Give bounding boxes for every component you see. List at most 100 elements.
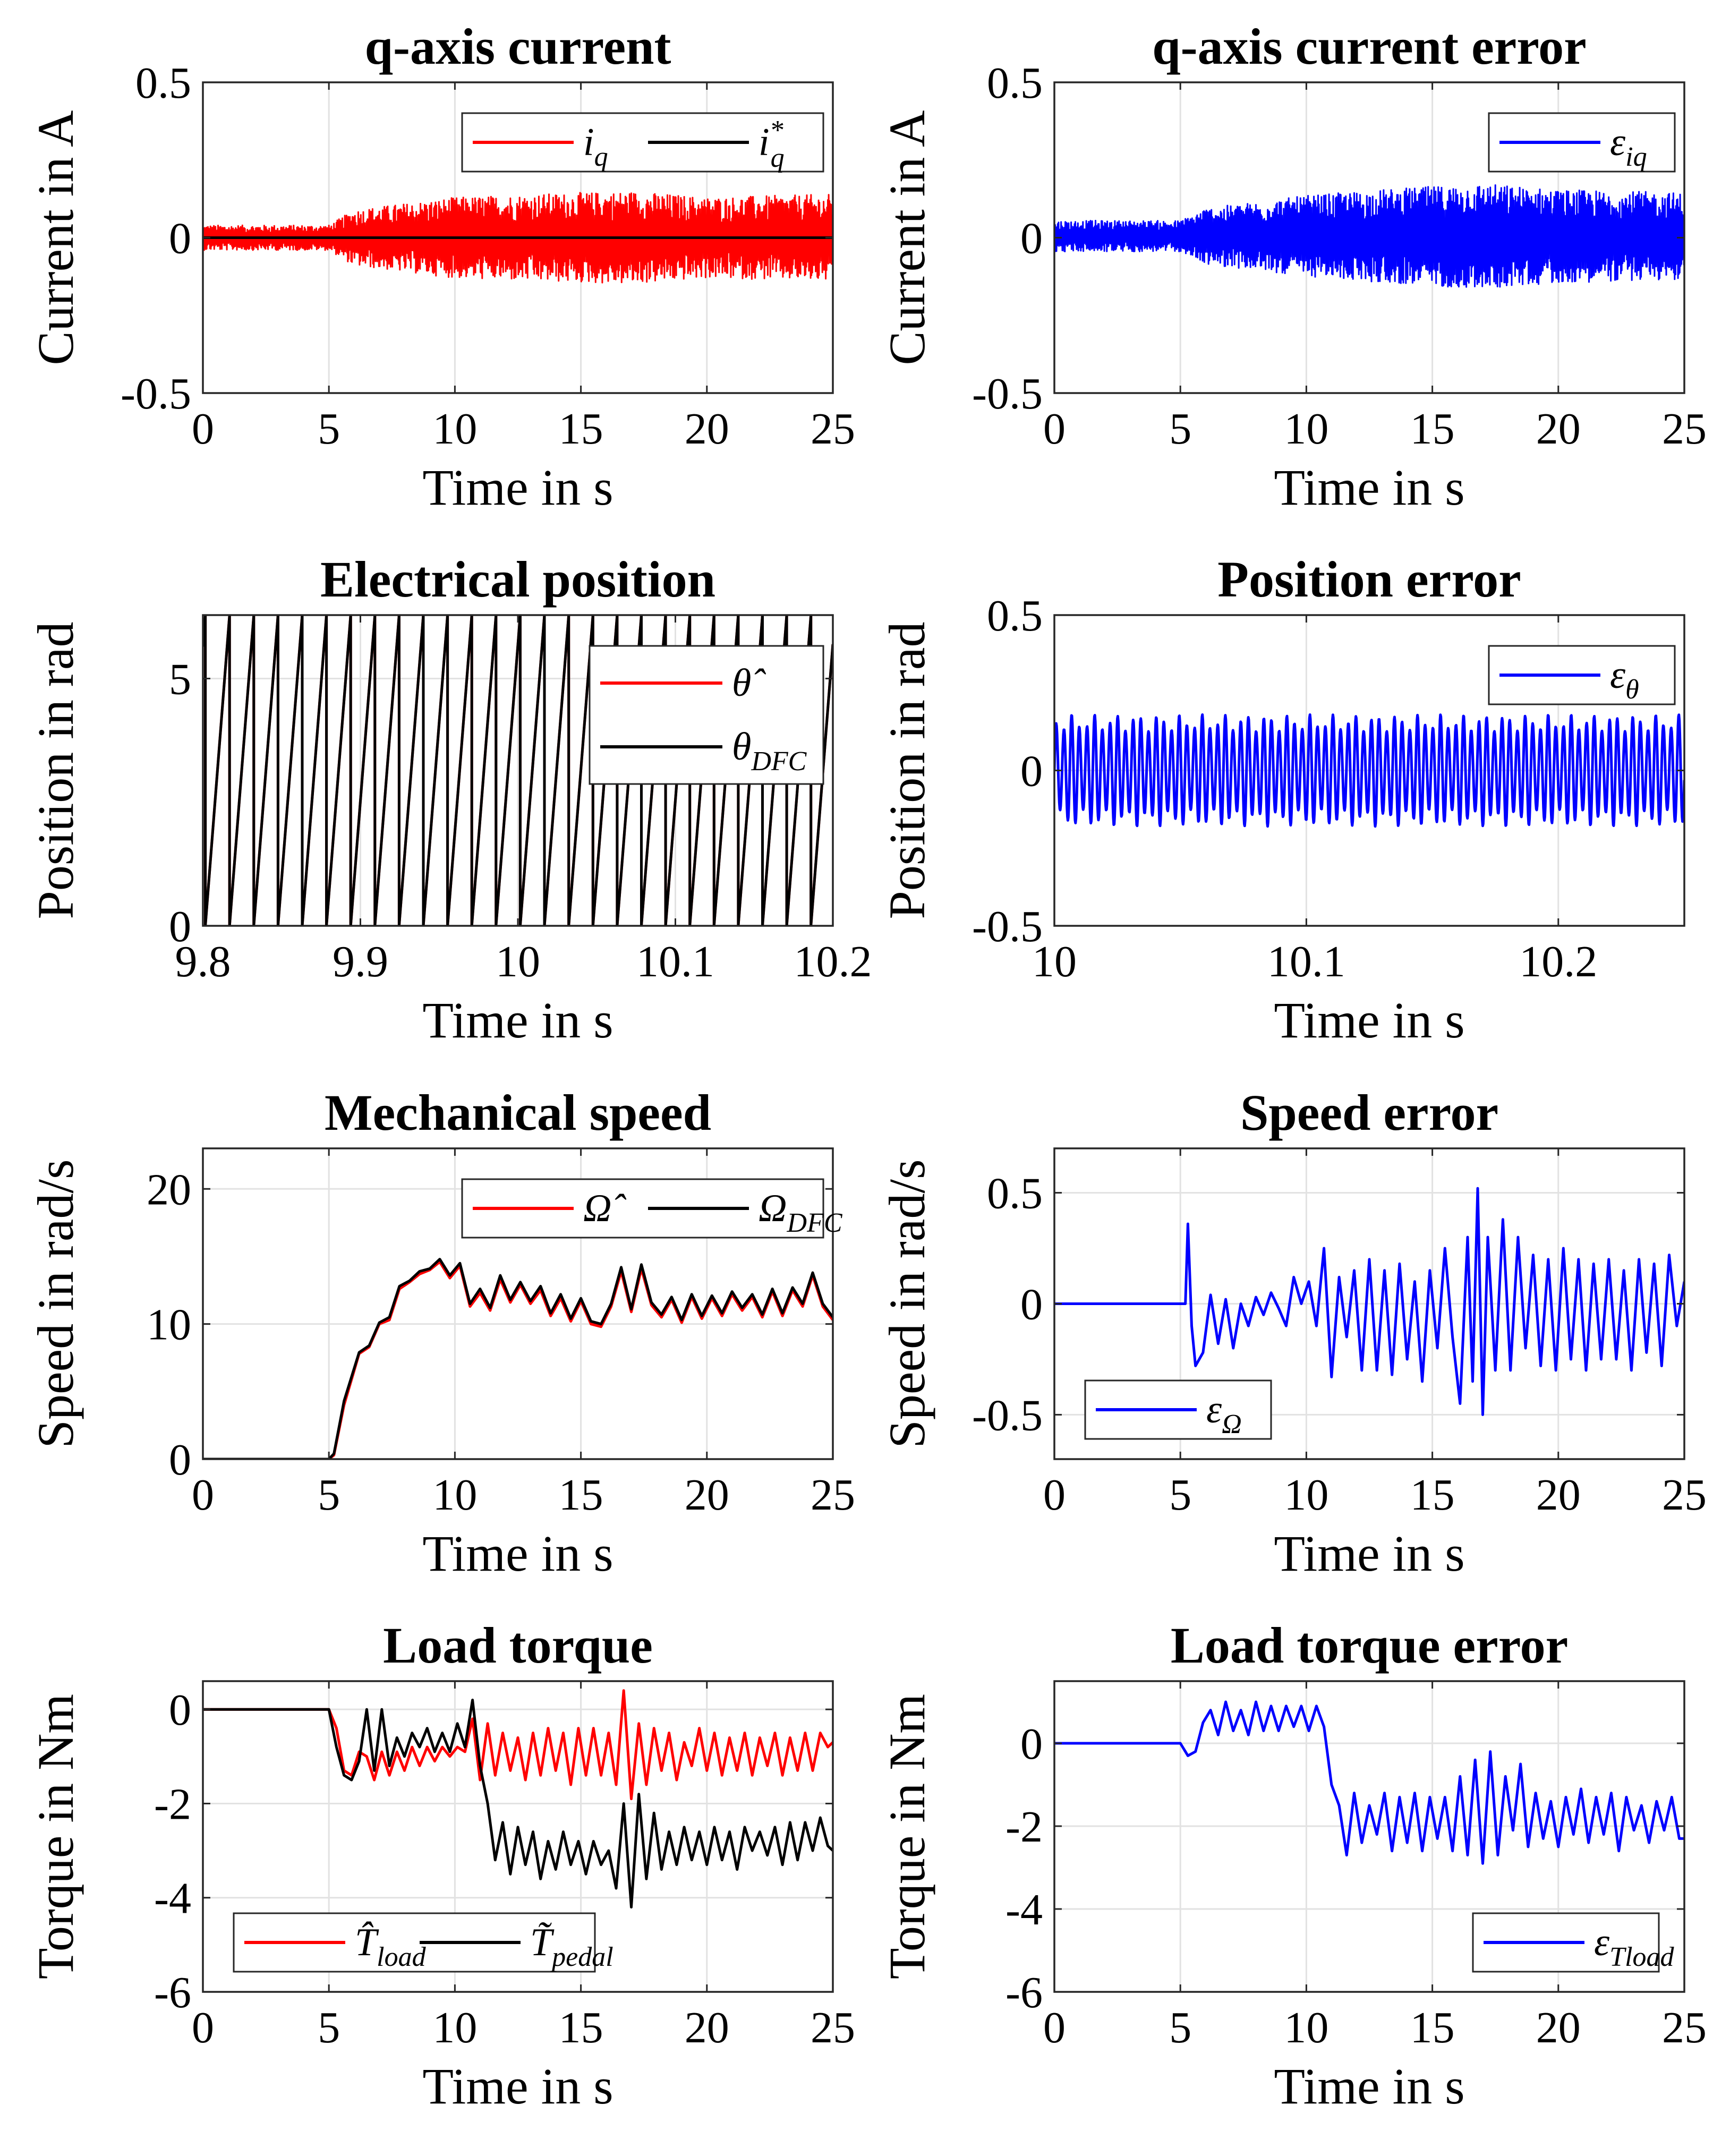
- chart-title: q-axis current error: [1152, 18, 1587, 75]
- x-tick-label: 15: [559, 2003, 603, 2052]
- y-tick-label: 10: [147, 1300, 191, 1350]
- y-tick-label: 0: [1020, 1719, 1043, 1769]
- legend-label-epsilon_theta: εθ: [1610, 653, 1639, 705]
- x-tick-label: 0: [1043, 2003, 1066, 2052]
- x-tick-label: 10.2: [794, 937, 872, 986]
- y-tick-label: -6: [154, 1968, 191, 2017]
- x-tick-label: 10: [1284, 2003, 1328, 2052]
- series-line-epsilon_iq: [1054, 184, 1684, 288]
- chart-title: Speed error: [1240, 1084, 1498, 1141]
- x-tick-label: 10.1: [1267, 937, 1345, 986]
- y-tick-label: -0.5: [972, 1391, 1043, 1440]
- y-axis-label: Current in A: [27, 110, 84, 365]
- x-axis-label: Time in s: [1274, 2058, 1464, 2115]
- x-axis-label: Time in s: [422, 2058, 613, 2115]
- y-tick-label: -4: [154, 1874, 191, 1923]
- y-tick-label: 0: [1020, 214, 1043, 263]
- legend: εθ: [1488, 645, 1676, 705]
- x-axis-label: Time in s: [1274, 1525, 1464, 1582]
- legend: θ̂θDFC: [589, 645, 824, 785]
- y-tick-label: 0.5: [987, 58, 1043, 108]
- x-tick-label: 10: [432, 404, 477, 454]
- panel-theta: 9.8 9.9 10 10.1 10.2 0 5 Electrical position Tim…: [27, 551, 872, 1049]
- x-tick-label: 10: [432, 1470, 477, 1520]
- y-tick-label: 20: [147, 1165, 191, 1214]
- series-line-T_pedal_tilde: [203, 1699, 833, 1908]
- y-tick-label: -2: [1005, 1802, 1043, 1852]
- x-tick-label: 10.2: [1519, 937, 1597, 986]
- x-tick-label: 5: [318, 2003, 340, 2052]
- y-tick-label: 0: [169, 1435, 191, 1485]
- x-tick-label: 0: [192, 1470, 214, 1520]
- x-axis-label: Time in s: [1274, 459, 1464, 516]
- x-tick-label: 15: [559, 1470, 603, 1520]
- x-tick-label: 10: [1284, 404, 1328, 454]
- x-axis-label: Time in s: [1274, 992, 1464, 1049]
- x-tick-label: 20: [685, 1470, 729, 1520]
- plot-area: [203, 1258, 833, 1459]
- legend-label-Omega_DFC: ΩDFC: [759, 1187, 843, 1238]
- legend: Ω̂ ΩDFC: [461, 1178, 843, 1239]
- panel-omega: 0 5 10 15 20 25 0 10 20 Mechanical speed Time in s…: [27, 1084, 855, 1582]
- y-axis-label: Position in rad: [27, 621, 84, 919]
- x-tick-label: 25: [1662, 1470, 1707, 1520]
- x-tick-label: 0: [1043, 1470, 1066, 1520]
- chart-title: Load torque: [383, 1617, 653, 1674]
- legend: εiq: [1488, 112, 1676, 173]
- x-tick-label: 10: [1284, 1470, 1328, 1520]
- x-tick-label: 25: [1662, 404, 1707, 454]
- x-tick-label: 25: [1662, 2003, 1707, 2052]
- legend-box: [589, 645, 824, 785]
- panel-theta_err: 10 10.1 10.2 -0.5 0 0.5 Position error Time in …: [879, 551, 1685, 1049]
- x-tick-label: 0: [192, 2003, 214, 2052]
- panel-iq_err: 0 5 10 15 20 25-0.500.5q-axis current errorTi…: [879, 18, 1707, 516]
- y-axis-label: Torque in Nm: [27, 1694, 84, 1979]
- legend-label-T_load_hat: T̂load: [355, 1921, 427, 1972]
- series-line-epsilon_theta: [1054, 713, 1684, 828]
- x-tick-label: 20: [1536, 1470, 1581, 1520]
- series-line-T_load_hat: [203, 1689, 833, 1801]
- x-tick-label: 20: [685, 404, 729, 454]
- legend-label-epsilon_iq: εiq: [1610, 121, 1647, 172]
- x-tick-label: 20: [685, 2003, 729, 2052]
- plot-area: [1054, 1700, 1684, 1865]
- y-axis-label: Torque in Nm: [879, 1694, 935, 1979]
- y-tick-label: 0: [1020, 747, 1043, 796]
- x-tick-label: 15: [1410, 1470, 1455, 1520]
- x-axis-label: Time in s: [422, 992, 613, 1049]
- panel-tload: 0 5 10 15 20 25 -6 -4 -2 0 Load torque Time in s Tor…: [27, 1617, 855, 2115]
- x-tick-label: 25: [811, 1470, 855, 1520]
- x-axis-label: Time in s: [422, 459, 613, 516]
- y-tick-label: -0.5: [972, 369, 1043, 419]
- y-tick-label: 0: [169, 214, 191, 263]
- y-axis-label: Speed in rad/s: [879, 1160, 935, 1448]
- legend-label-T_pedal_tilde: T̃pedal: [530, 1921, 613, 1972]
- y-tick-label: 0: [169, 1685, 191, 1735]
- x-tick-label: 5: [1169, 1470, 1191, 1520]
- x-tick-label: 0: [192, 404, 214, 454]
- plot-area: [203, 192, 833, 284]
- legend-label-epsilon_Omega: εΩ: [1206, 1388, 1242, 1439]
- plot-area: [203, 1689, 833, 1908]
- x-tick-label: 15: [559, 404, 603, 454]
- series-line-Omega_DFC: [203, 1258, 833, 1459]
- x-tick-label: 15: [1410, 404, 1455, 454]
- plot-area: [1054, 713, 1684, 828]
- x-tick-label: 5: [1169, 404, 1191, 454]
- legend: T̂load T̃pedal: [233, 1912, 613, 1973]
- chart-title: Position error: [1217, 551, 1521, 608]
- legend-label-i_q*: i* q: [759, 115, 785, 173]
- x-tick-label: 9.8: [175, 937, 231, 986]
- plot-area: [1054, 184, 1684, 288]
- y-tick-label: 5: [169, 654, 191, 704]
- x-tick-label: 10: [496, 937, 540, 986]
- y-tick-label: 0: [1020, 1280, 1043, 1330]
- y-tick-label: -0.5: [972, 902, 1043, 951]
- y-axis-label: Speed in rad/s: [27, 1160, 84, 1448]
- chart-title: Load torque error: [1171, 1617, 1568, 1674]
- plot-area: [203, 615, 833, 926]
- y-axis-label: Current in A: [879, 110, 935, 365]
